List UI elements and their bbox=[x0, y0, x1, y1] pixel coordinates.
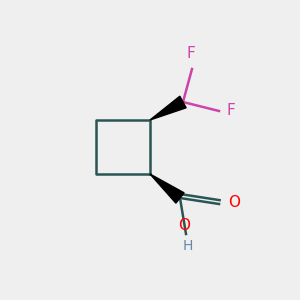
Polygon shape bbox=[150, 174, 184, 203]
Text: F: F bbox=[226, 103, 235, 118]
Text: F: F bbox=[186, 46, 195, 62]
Polygon shape bbox=[150, 96, 186, 120]
Text: H: H bbox=[182, 239, 193, 254]
Text: O: O bbox=[228, 195, 240, 210]
Text: O: O bbox=[178, 218, 190, 232]
